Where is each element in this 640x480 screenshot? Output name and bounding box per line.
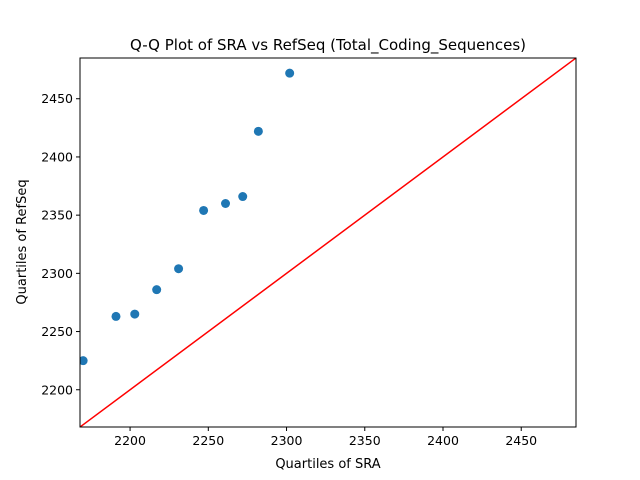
plot-frame: [79, 57, 577, 428]
x-tick-label: 2250: [192, 433, 224, 448]
data-point-5: [174, 264, 184, 274]
y-axis-ticks: 2200 2250 2300 2350 2400 2450: [41, 91, 80, 397]
data-point-6: [199, 205, 209, 215]
x-axis-ticks: 2200 2250 2300 2350 2400 2450: [114, 427, 537, 448]
y-tick-label: 2350: [41, 208, 73, 223]
data-point-7: [221, 199, 231, 209]
data-point-3: [130, 309, 140, 319]
chart-title: Q-Q Plot of SRA vs RefSeq (Total_Coding_…: [130, 36, 526, 55]
data-point-8: [238, 192, 248, 202]
x-tick-label: 2450: [505, 433, 537, 448]
data-point-1: [80, 356, 88, 366]
y-tick-label: 2300: [41, 266, 73, 281]
y-axis-label: Quartiles of RefSeq: [15, 179, 30, 304]
data-point-4: [152, 285, 162, 295]
y-tick-label: 2450: [41, 91, 73, 106]
y-tick-label: 2200: [41, 382, 73, 397]
data-point-9: [253, 126, 263, 136]
y-tick-label: 2400: [41, 149, 73, 164]
data-points: [80, 68, 295, 366]
y-tick-label: 2250: [41, 324, 73, 339]
data-point-10: [285, 68, 295, 78]
x-tick-label: 2300: [271, 433, 303, 448]
x-tick-label: 2200: [114, 433, 146, 448]
x-tick-label: 2400: [427, 433, 459, 448]
x-axis-label: Quartiles of SRA: [275, 457, 380, 472]
data-point-2: [111, 311, 121, 321]
x-tick-label: 2350: [349, 433, 381, 448]
